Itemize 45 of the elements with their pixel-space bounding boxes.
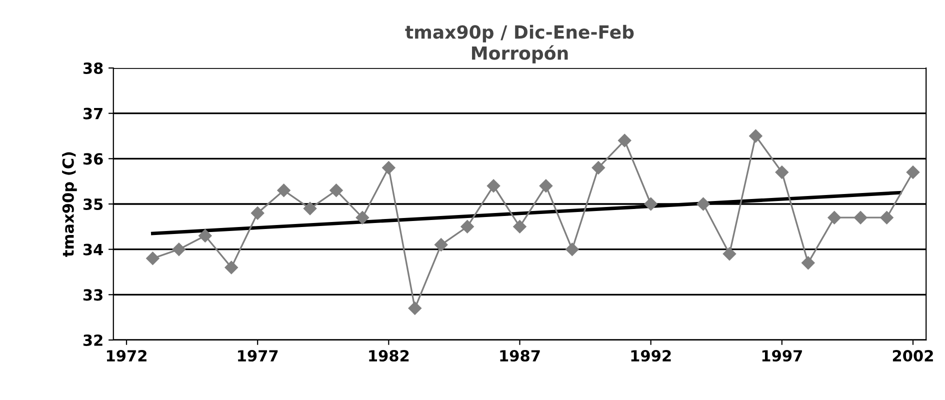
x-tick-label: 1977 bbox=[238, 350, 278, 362]
x-tick-label: 1972 bbox=[106, 350, 146, 362]
y-tick-label: 38 bbox=[83, 62, 103, 74]
point bbox=[749, 129, 762, 143]
y-tick-label: 34 bbox=[83, 244, 103, 256]
point bbox=[172, 242, 186, 256]
point bbox=[722, 247, 736, 260]
point bbox=[592, 161, 605, 174]
point bbox=[880, 211, 894, 224]
x-tick-label: 1992 bbox=[631, 350, 671, 362]
y-tick-label: 32 bbox=[83, 334, 102, 346]
y-tick-label: 35 bbox=[83, 198, 103, 210]
point bbox=[618, 134, 632, 148]
point bbox=[356, 211, 370, 224]
point bbox=[198, 229, 212, 242]
x-tick-label: 2002 bbox=[892, 350, 933, 362]
point bbox=[854, 211, 868, 224]
point bbox=[696, 197, 710, 211]
point bbox=[906, 166, 920, 179]
point bbox=[382, 161, 396, 174]
y-tick-label: 33 bbox=[83, 289, 102, 301]
point bbox=[224, 260, 238, 274]
point bbox=[775, 166, 788, 179]
point bbox=[251, 206, 264, 220]
point bbox=[460, 220, 474, 234]
point bbox=[802, 256, 815, 270]
point bbox=[644, 197, 658, 211]
point bbox=[330, 184, 343, 197]
x-tick-label: 1997 bbox=[762, 350, 802, 362]
point bbox=[486, 179, 500, 192]
point bbox=[303, 202, 317, 216]
point bbox=[539, 179, 553, 192]
point bbox=[513, 220, 526, 234]
x-tick-label: 1987 bbox=[500, 350, 540, 362]
x-tick-label: 1982 bbox=[369, 350, 409, 362]
y-tick-label: 37 bbox=[83, 108, 102, 120]
point bbox=[566, 242, 579, 256]
point bbox=[828, 211, 841, 224]
point bbox=[277, 184, 290, 197]
chart-title: tmax90p / Dic-Ene-Feb Morropón bbox=[405, 24, 634, 64]
y-axis-title: tmax90p (C) bbox=[62, 152, 77, 257]
point bbox=[434, 238, 448, 252]
point bbox=[408, 302, 422, 315]
y-tick-label: 36 bbox=[83, 153, 103, 165]
point bbox=[146, 252, 160, 265]
